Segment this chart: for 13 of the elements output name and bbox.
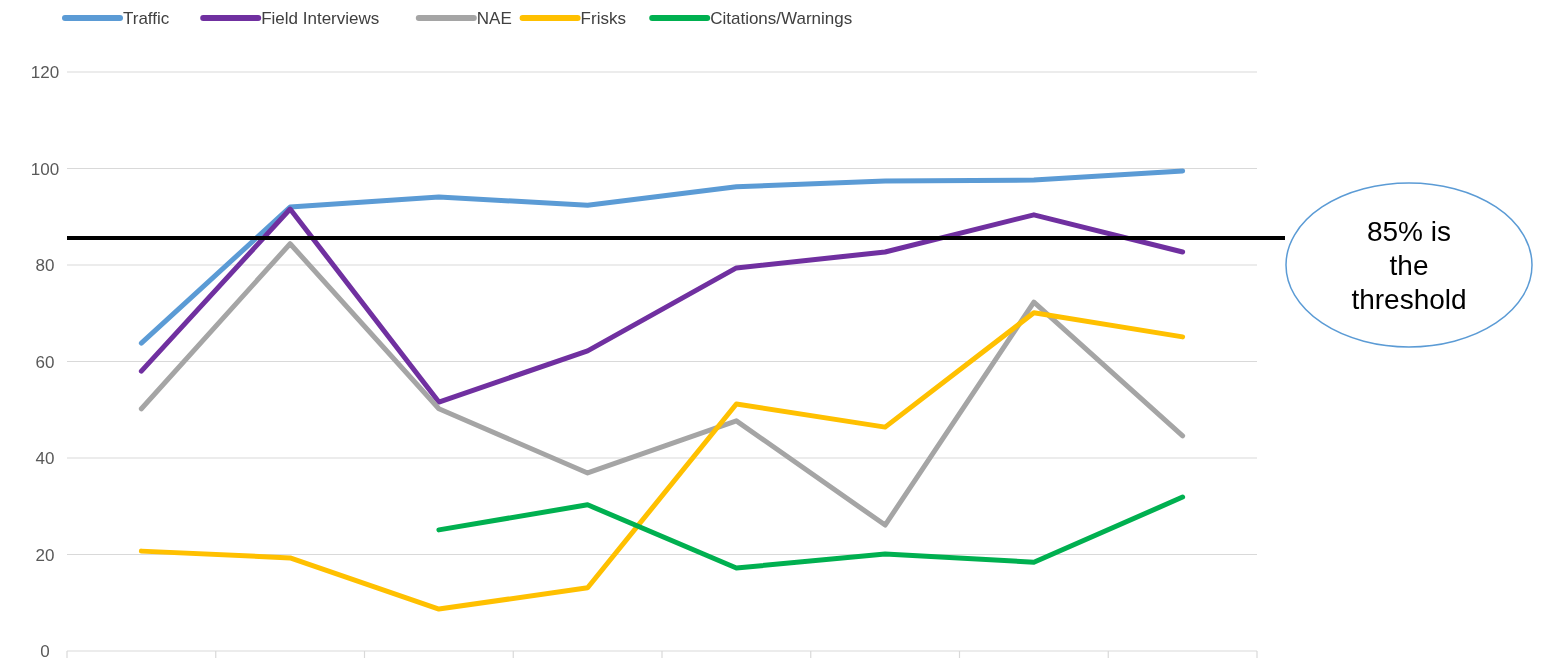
y-tick-label: 80 <box>35 256 55 275</box>
y-tick-label: 120 <box>30 63 60 82</box>
y-tick-label: 40 <box>35 449 55 468</box>
y-tick-label: 20 <box>35 545 55 565</box>
legend-label: Frisks <box>580 9 626 28</box>
legend-label: Traffic <box>123 9 170 28</box>
legend-label: Field Interviews <box>261 9 380 28</box>
y-tick-label: 60 <box>35 352 55 372</box>
y-tick-label: 100 <box>30 159 60 179</box>
legend-label: Citations/Warnings <box>710 9 853 28</box>
y-tick-label: 0 <box>40 642 50 658</box>
legend-label: NAE <box>476 9 512 28</box>
ref-line-label: 85% is the threshold <box>1351 215 1467 315</box>
